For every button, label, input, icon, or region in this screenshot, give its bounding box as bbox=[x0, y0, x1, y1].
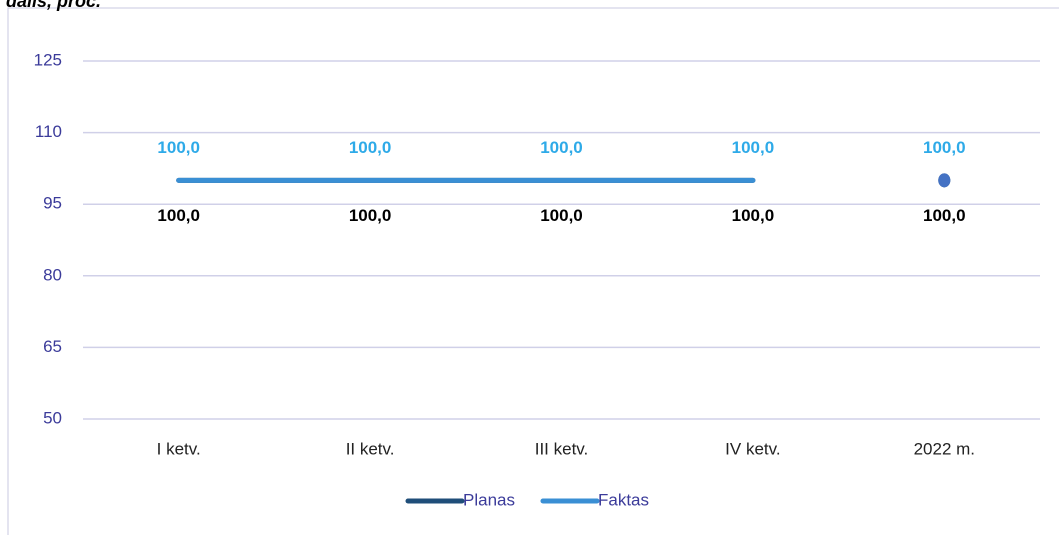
y-tick-label: 95 bbox=[43, 194, 62, 213]
data-label: 100,0 bbox=[732, 138, 775, 157]
x-tick-label: I ketv. bbox=[157, 439, 201, 458]
chart-title: dalis, proc. bbox=[6, 0, 101, 11]
legend-label: Faktas bbox=[598, 490, 649, 509]
data-label: 100,0 bbox=[732, 206, 775, 225]
chart-frame bbox=[7, 7, 1059, 535]
data-label: 100,0 bbox=[349, 206, 392, 225]
data-label: 100,0 bbox=[157, 138, 200, 157]
data-label: 100,0 bbox=[923, 138, 966, 157]
y-tick-label: 110 bbox=[35, 122, 62, 141]
y-tick-label: 80 bbox=[43, 265, 62, 284]
data-label: 100,0 bbox=[923, 206, 966, 225]
x-tick-label: 2022 m. bbox=[914, 439, 975, 458]
x-tick-label: III ketv. bbox=[535, 439, 589, 458]
x-tick-label: IV ketv. bbox=[725, 439, 780, 458]
data-label: 100,0 bbox=[540, 206, 583, 225]
data-label: 100,0 bbox=[540, 138, 583, 157]
legend-label: Planas bbox=[463, 490, 515, 509]
y-tick-label: 125 bbox=[34, 50, 62, 69]
data-label: 100,0 bbox=[157, 206, 200, 225]
point-marker bbox=[938, 173, 951, 188]
y-tick-label: 65 bbox=[43, 337, 62, 356]
data-label: 100,0 bbox=[349, 138, 392, 157]
x-tick-label: II ketv. bbox=[346, 439, 395, 458]
y-tick-label: 50 bbox=[43, 408, 62, 427]
